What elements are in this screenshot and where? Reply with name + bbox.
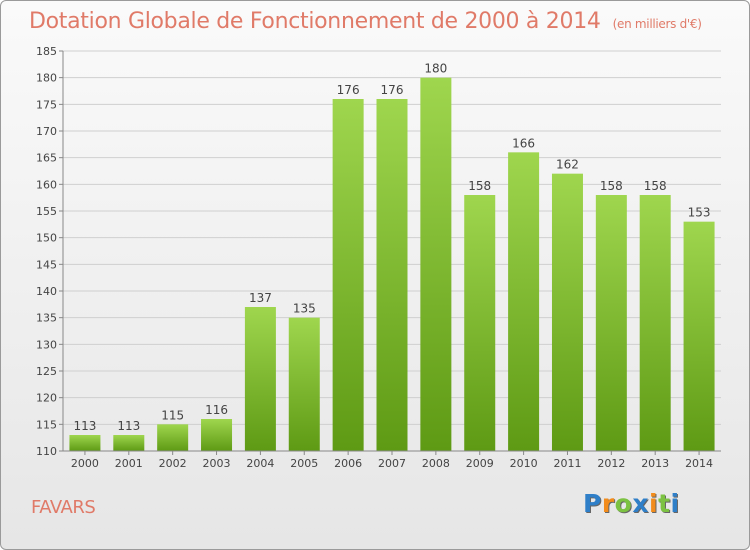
logo-letter: P	[583, 489, 602, 518]
bar	[69, 435, 101, 451]
bar-value-label: 113	[117, 419, 140, 433]
y-tick-label: 155	[36, 205, 57, 218]
bar-value-label: 176	[337, 83, 360, 97]
x-tick-label: 2008	[422, 457, 450, 470]
bar-value-label: 158	[468, 179, 491, 193]
title-text: Dotation Globale de Fonctionnement de 20…	[29, 9, 601, 34]
bar-value-label: 166	[512, 136, 535, 150]
bar	[288, 317, 320, 451]
bar-value-label: 137	[249, 291, 272, 305]
logo-letter: r	[601, 489, 615, 518]
y-tick-label: 145	[36, 258, 57, 271]
x-tick-label: 2001	[115, 457, 143, 470]
x-tick-label: 2014	[685, 457, 713, 470]
y-tick-label: 125	[36, 365, 57, 378]
x-tick-label: 2004	[246, 457, 274, 470]
bar	[157, 424, 189, 451]
x-tick-label: 2005	[290, 457, 318, 470]
y-tick-label: 115	[36, 418, 57, 431]
x-tick-label: 2003	[203, 457, 231, 470]
y-tick-label: 180	[36, 72, 57, 85]
bar-value-label: 115	[161, 408, 184, 422]
x-tick-label: 2012	[597, 457, 625, 470]
bar-value-label: 176	[381, 83, 404, 97]
y-tick-label: 175	[36, 98, 57, 111]
bar-value-label: 162	[556, 158, 579, 172]
bar	[551, 173, 583, 451]
bar-value-label: 116	[205, 403, 228, 417]
x-tick-label: 2002	[159, 457, 187, 470]
bar	[420, 77, 452, 452]
y-tick-label: 130	[36, 338, 57, 351]
logo-letter: i	[670, 489, 680, 518]
bar-value-label: 113	[73, 419, 96, 433]
bar	[113, 435, 145, 451]
bar	[332, 99, 364, 451]
y-tick-label: 120	[36, 392, 57, 405]
bar-value-label: 180	[424, 62, 447, 76]
logo-letter: x	[632, 489, 649, 518]
proxiti-logo: Proxiti	[583, 489, 680, 518]
x-tick-label: 2013	[641, 457, 669, 470]
x-tick-label: 2009	[466, 457, 494, 470]
logo-letter: i	[649, 489, 659, 518]
x-tick-label: 2011	[553, 457, 581, 470]
y-tick-label: 185	[36, 45, 57, 58]
y-tick-label: 140	[36, 285, 57, 298]
bar-value-label: 158	[600, 179, 623, 193]
bar	[508, 152, 540, 452]
bar	[639, 195, 671, 451]
bar	[244, 307, 276, 451]
bar	[595, 195, 627, 451]
y-tick-label: 165	[36, 152, 57, 165]
bar-value-label: 153	[688, 206, 711, 220]
x-tick-label: 2007	[378, 457, 406, 470]
bar	[376, 99, 408, 451]
commune-name: FAVARS	[31, 497, 96, 518]
x-tick-label: 2006	[334, 457, 362, 470]
y-tick-label: 135	[36, 312, 57, 325]
logo-letter: o	[614, 489, 633, 518]
chart-title: Dotation Globale de Fonctionnement de 20…	[29, 9, 702, 34]
bar	[683, 221, 715, 451]
bar-value-label: 135	[293, 302, 316, 316]
bar	[464, 195, 496, 451]
bar	[201, 419, 233, 451]
y-tick-label: 160	[36, 178, 57, 191]
x-tick-label: 2010	[510, 457, 538, 470]
y-tick-label: 170	[36, 125, 57, 138]
bar-value-label: 158	[644, 179, 667, 193]
y-tick-label: 110	[36, 445, 57, 458]
y-tick-label: 150	[36, 232, 57, 245]
chart-subtitle: (en milliers d'€)	[612, 17, 702, 31]
x-tick-label: 2000	[71, 457, 99, 470]
logo-letter: t	[658, 489, 671, 518]
